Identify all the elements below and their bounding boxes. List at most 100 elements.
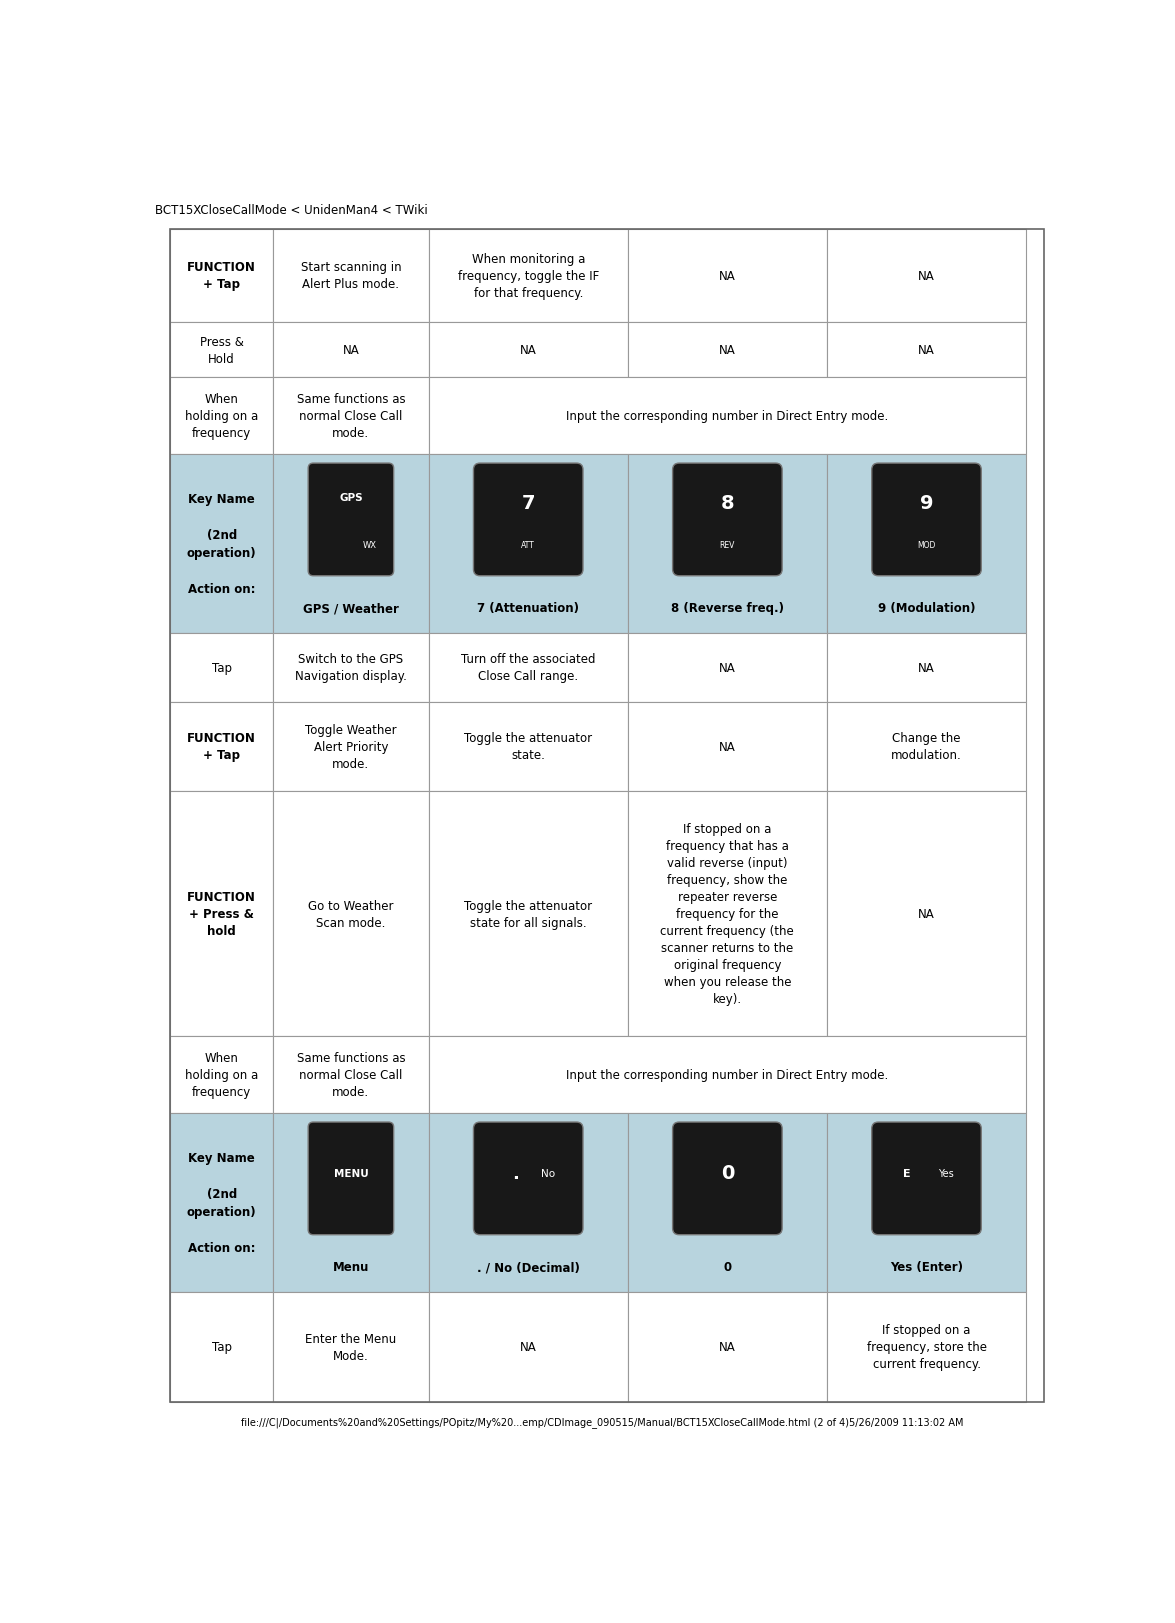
Text: When
holding on a
frequency: When holding on a frequency [184, 1052, 258, 1099]
Text: 9 (Modulation): 9 (Modulation) [878, 602, 975, 615]
Bar [274, 1292, 429, 1402]
Bar [429, 703, 627, 792]
Text: GPS / Weather: GPS / Weather [303, 602, 398, 615]
Bar [627, 229, 827, 323]
Bar [274, 454, 429, 633]
Bar [170, 703, 274, 792]
Bar [429, 229, 627, 323]
Bar [274, 633, 429, 703]
Text: NA: NA [719, 740, 736, 753]
Bar [627, 1113, 827, 1292]
Text: Same functions as
normal Close Call
mode.: Same functions as normal Close Call mode… [296, 393, 405, 440]
Text: If stopped on a
frequency that has a
valid reverse (input)
frequency, show the
r: If stopped on a frequency that has a val… [660, 823, 794, 1006]
Text: file:///C|/Documents%20and%20Settings/POpitz/My%20...emp/CDImage_090515/Manual/B: file:///C|/Documents%20and%20Settings/PO… [241, 1417, 964, 1428]
Text: Key Name

(2nd
operation)

Action on:: Key Name (2nd operation) Action on: [187, 1151, 256, 1255]
Text: NA: NA [719, 269, 736, 282]
FancyBboxPatch shape [474, 1123, 583, 1235]
Text: Same functions as
normal Close Call
mode.: Same functions as normal Close Call mode… [296, 1052, 405, 1099]
Text: Go to Weather
Scan mode.: Go to Weather Scan mode. [308, 899, 394, 928]
Text: Start scanning in
Alert Plus mode.: Start scanning in Alert Plus mode. [301, 261, 401, 291]
Text: Change the
modulation.: Change the modulation. [891, 732, 962, 763]
Bar [274, 1037, 429, 1113]
Text: 8: 8 [720, 493, 734, 513]
Bar [429, 792, 627, 1037]
Text: Tap: Tap [212, 662, 231, 675]
Text: NA: NA [918, 662, 935, 675]
Text: MENU: MENU [334, 1169, 368, 1178]
Text: 7 (Attenuation): 7 (Attenuation) [477, 602, 579, 615]
Bar [827, 454, 1026, 633]
Text: MOD: MOD [918, 540, 935, 549]
Text: NA: NA [519, 344, 537, 357]
Bar [170, 454, 274, 633]
Text: NA: NA [719, 1341, 736, 1354]
Bar [170, 1113, 274, 1292]
Text: Turn off the associated
Close Call range.: Turn off the associated Close Call range… [461, 652, 596, 683]
Bar [429, 1292, 627, 1402]
Text: FUNCTION
+ Tap: FUNCTION + Tap [187, 261, 256, 291]
Bar [429, 1037, 1026, 1113]
Bar [827, 703, 1026, 792]
Bar [827, 1113, 1026, 1292]
Text: Tap: Tap [212, 1341, 231, 1354]
Text: WX: WX [363, 540, 377, 549]
Bar [627, 703, 827, 792]
Text: No: No [540, 1169, 555, 1178]
Text: BCT15XCloseCallMode < UnidenMan4 < TWiki: BCT15XCloseCallMode < UnidenMan4 < TWiki [155, 204, 428, 217]
Text: GPS: GPS [340, 493, 363, 503]
FancyBboxPatch shape [672, 1123, 783, 1235]
Bar [827, 792, 1026, 1037]
Bar [170, 792, 274, 1037]
Bar [274, 378, 429, 454]
Bar [627, 633, 827, 703]
Bar [827, 633, 1026, 703]
Text: Input the corresponding number in Direct Entry mode.: Input the corresponding number in Direct… [566, 1068, 888, 1081]
FancyBboxPatch shape [672, 464, 783, 576]
Bar [429, 454, 627, 633]
Text: NA: NA [918, 907, 935, 920]
Bar [827, 323, 1026, 378]
Text: ATT: ATT [522, 540, 535, 549]
Bar [627, 323, 827, 378]
Text: Switch to the GPS
Navigation display.: Switch to the GPS Navigation display. [295, 652, 407, 683]
Text: When monitoring a
frequency, toggle the IF
for that frequency.: When monitoring a frequency, toggle the … [457, 253, 599, 300]
Text: .: . [511, 1164, 518, 1182]
Text: Key Name

(2nd
operation)

Action on:: Key Name (2nd operation) Action on: [187, 493, 256, 596]
FancyBboxPatch shape [308, 464, 394, 576]
Text: Toggle the attenuator
state.: Toggle the attenuator state. [464, 732, 592, 763]
Text: Press &
Hold: Press & Hold [200, 336, 243, 365]
Bar [170, 323, 274, 378]
Bar [274, 229, 429, 323]
Text: Menu: Menu [333, 1261, 369, 1274]
Bar [627, 454, 827, 633]
Text: 0: 0 [720, 1164, 734, 1183]
Text: FUNCTION
+ Press &
hold: FUNCTION + Press & hold [187, 891, 256, 938]
Text: 0: 0 [724, 1261, 731, 1274]
Text: 9: 9 [920, 493, 933, 513]
Text: . / No (Decimal): . / No (Decimal) [477, 1261, 579, 1274]
FancyBboxPatch shape [872, 464, 981, 576]
Text: NA: NA [519, 1341, 537, 1354]
Text: Yes: Yes [939, 1169, 954, 1178]
Text: Toggle Weather
Alert Priority
mode.: Toggle Weather Alert Priority mode. [306, 724, 397, 771]
Bar [429, 633, 627, 703]
Bar [170, 1292, 274, 1402]
Text: Enter the Menu
Mode.: Enter the Menu Mode. [306, 1332, 396, 1362]
Bar [274, 703, 429, 792]
Bar [627, 1292, 827, 1402]
Bar [274, 323, 429, 378]
Text: When
holding on a
frequency: When holding on a frequency [184, 393, 258, 440]
Bar [827, 1292, 1026, 1402]
Bar [170, 1037, 274, 1113]
Bar [170, 633, 274, 703]
Text: 7: 7 [522, 493, 535, 513]
Bar [429, 378, 1026, 454]
Bar [827, 229, 1026, 323]
FancyBboxPatch shape [872, 1123, 981, 1235]
Text: FUNCTION
+ Tap: FUNCTION + Tap [187, 732, 256, 763]
Text: If stopped on a
frequency, store the
current frequency.: If stopped on a frequency, store the cur… [866, 1324, 987, 1371]
Bar [429, 1113, 627, 1292]
Bar [627, 792, 827, 1037]
Text: Input the corresponding number in Direct Entry mode.: Input the corresponding number in Direct… [566, 411, 888, 424]
Bar [170, 378, 274, 454]
